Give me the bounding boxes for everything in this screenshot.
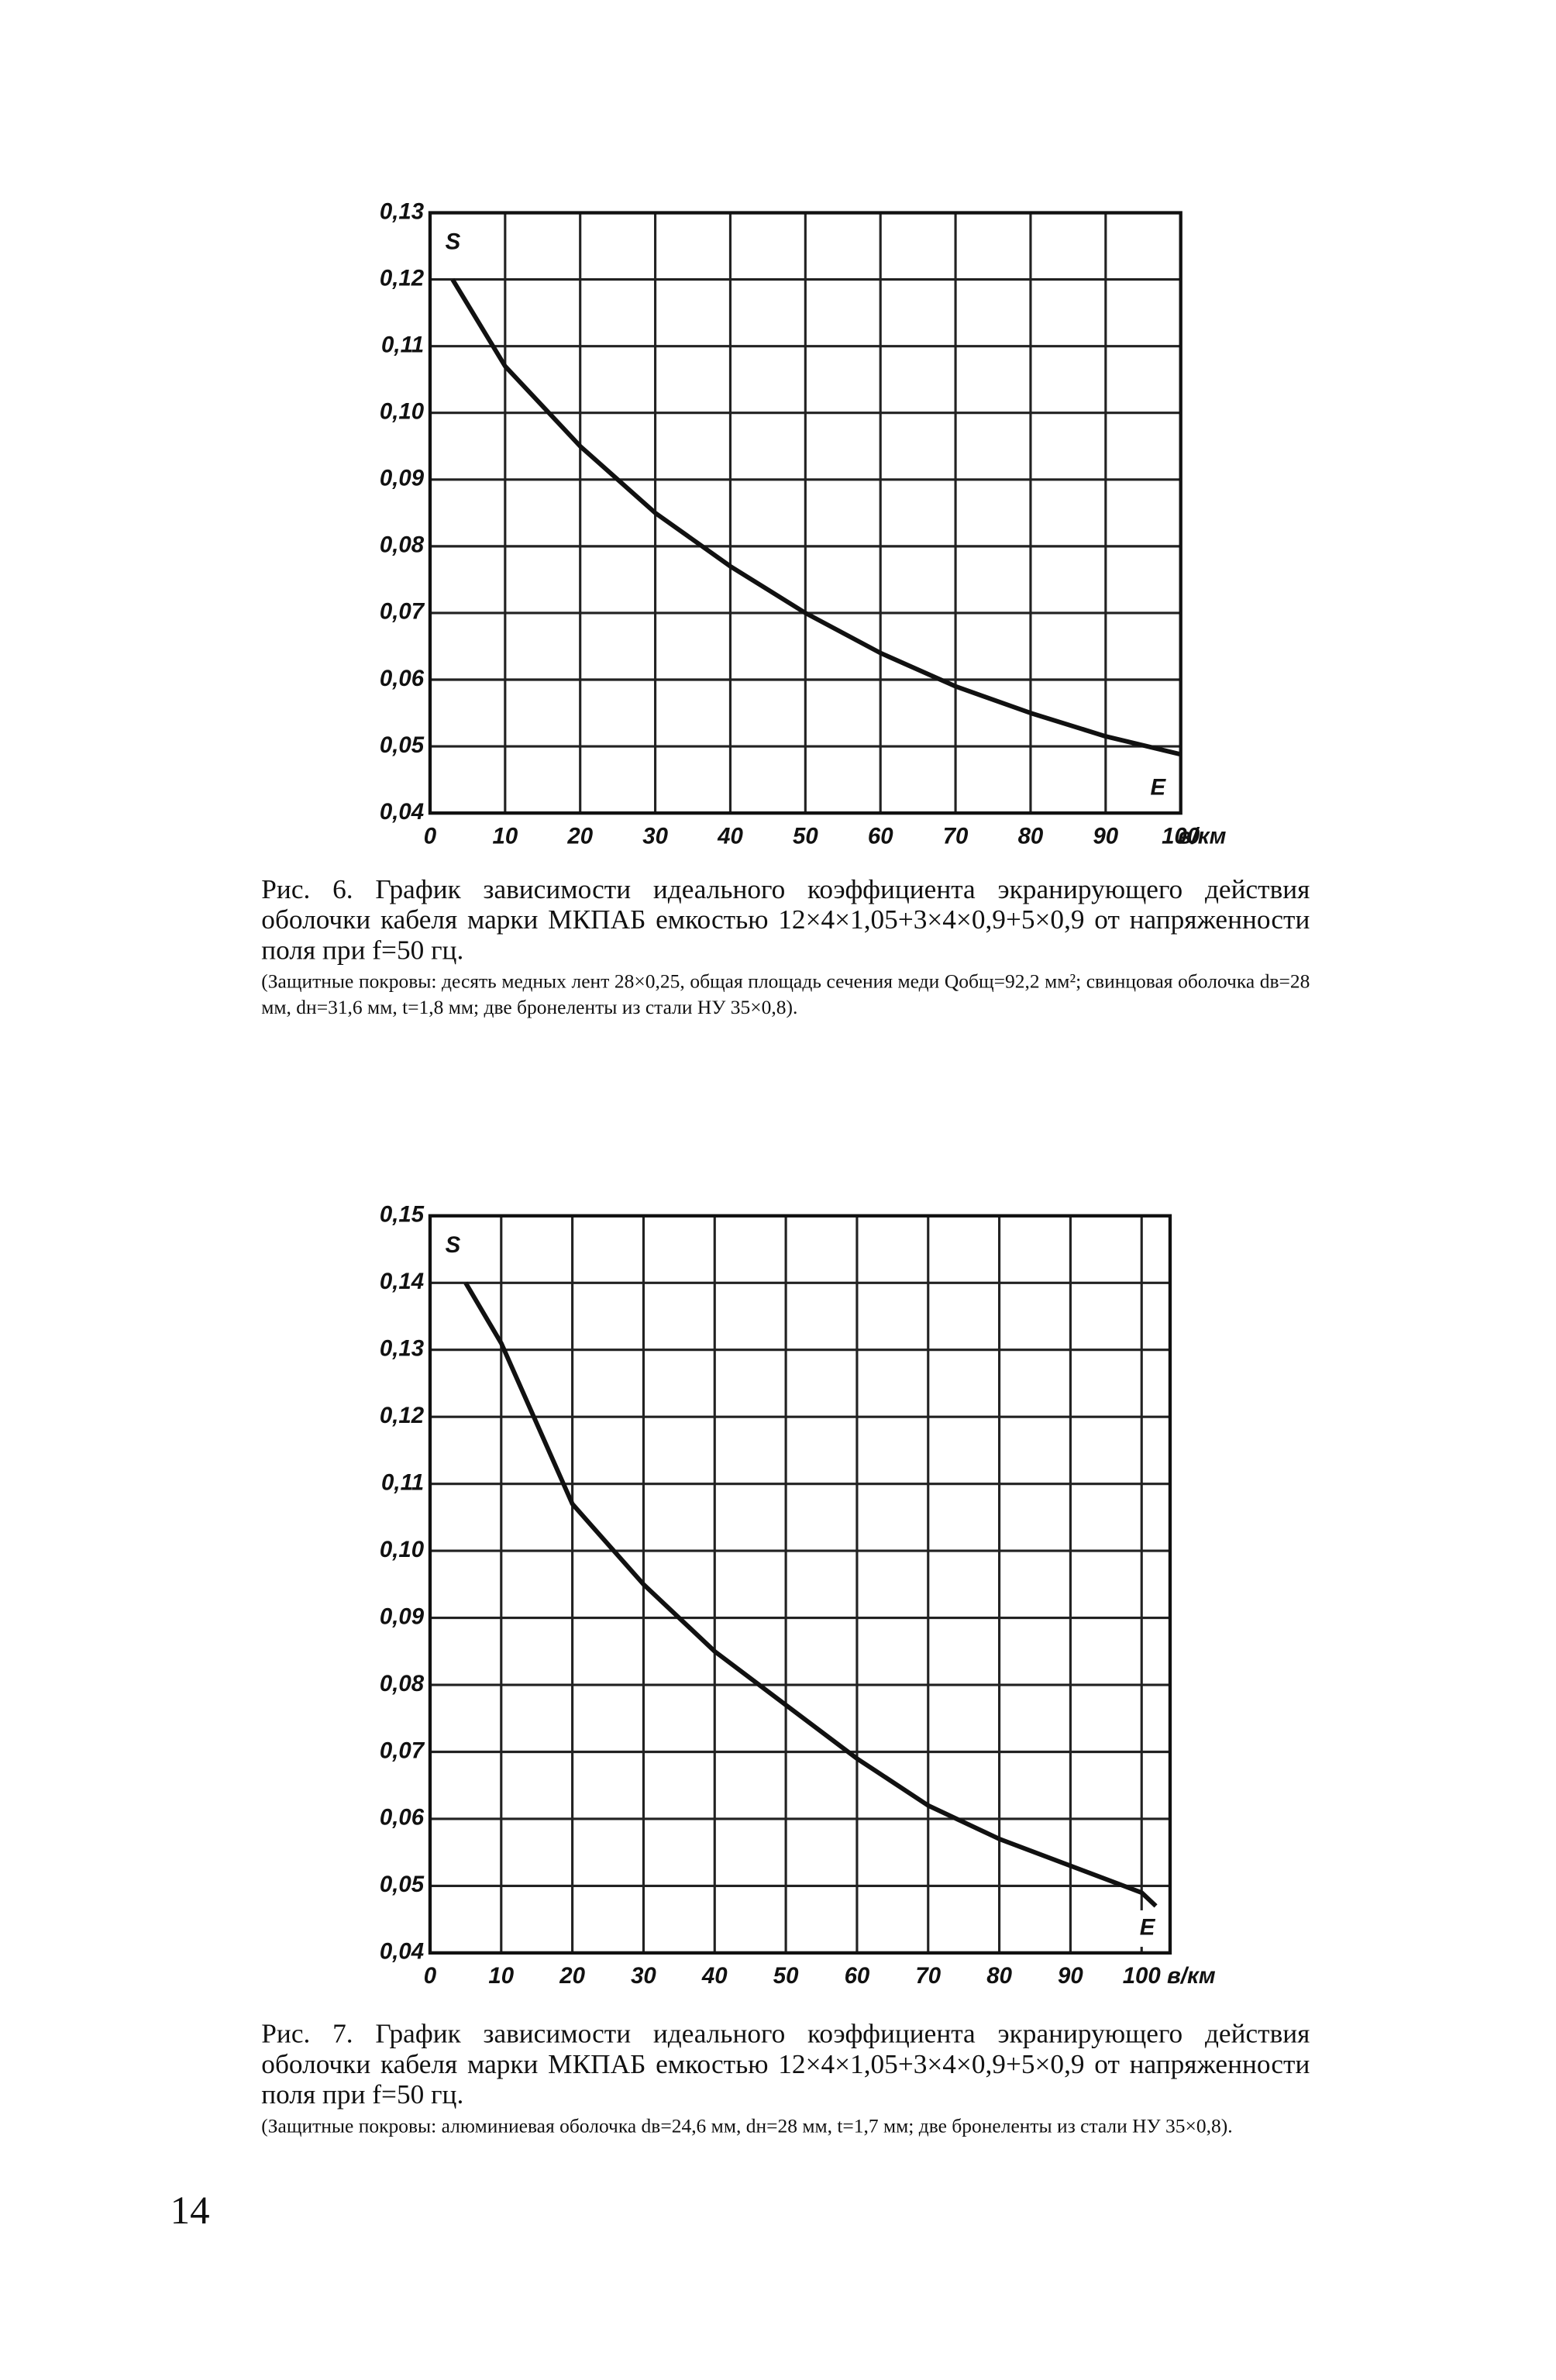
x-tick-label: 10 bbox=[492, 823, 518, 849]
x-unit: в/км bbox=[1167, 1963, 1216, 1989]
x-tick-label: 80 bbox=[986, 1963, 1012, 1989]
y-tick-label: 0,07 bbox=[380, 1738, 425, 1763]
y-tick-label: 0,05 bbox=[380, 1872, 425, 1897]
plot-frame bbox=[428, 1214, 1172, 1955]
x-tick-label: 90 bbox=[1058, 1963, 1083, 1989]
x-tick-label: 20 bbox=[559, 1963, 585, 1989]
caption: Рис. 6. График зависимости идеального ко… bbox=[261, 873, 1310, 966]
y-tick-label: 0,09 bbox=[380, 466, 425, 491]
y-tick-label: 0,08 bbox=[380, 1671, 425, 1696]
curve bbox=[450, 278, 1182, 757]
y-tick-label: 0,04 bbox=[380, 799, 424, 825]
x-tick-label: 10 bbox=[488, 1963, 514, 1989]
y-tick-label: 0,11 bbox=[381, 1469, 424, 1495]
x-tick-label: 30 bbox=[642, 823, 668, 849]
note: (Защитные покровы: алюминиевая оболочка … bbox=[261, 2113, 1233, 2137]
x-tick-label: 0 bbox=[424, 1963, 437, 1989]
x-tick-label: 100 bbox=[1123, 1963, 1162, 1989]
label-bg bbox=[435, 222, 470, 262]
y-label: S bbox=[446, 1232, 461, 1258]
x-label: E bbox=[1150, 775, 1166, 801]
x-tick-label: 80 bbox=[1018, 823, 1044, 849]
x-tick-label: 40 bbox=[701, 1963, 728, 1989]
curve bbox=[463, 1281, 1158, 1908]
y-tick-label: 0,10 bbox=[380, 399, 425, 425]
y-tick-label: 0,06 bbox=[380, 666, 425, 691]
x-tick-label: 60 bbox=[845, 1963, 870, 1989]
x-tick-label: 70 bbox=[943, 823, 969, 849]
y-tick-label: 0,13 bbox=[380, 1335, 425, 1361]
page-number: 14 bbox=[170, 2188, 210, 2233]
x-tick-label: 50 bbox=[793, 823, 818, 849]
note: (Защитные покровы: десять медных лент 28… bbox=[261, 970, 1310, 1018]
plot-frame bbox=[428, 211, 1182, 815]
y-tick-label: 0,05 bbox=[380, 732, 425, 758]
label-bg bbox=[1141, 770, 1175, 808]
label-bg bbox=[435, 1224, 470, 1265]
y-tick-label: 0,13 bbox=[380, 198, 425, 224]
y-tick-label: 0,08 bbox=[380, 532, 425, 558]
y-tick-label: 0,12 bbox=[380, 265, 425, 291]
caption: Рис. 7. График зависимости идеального ко… bbox=[261, 2018, 1310, 2110]
y-tick-label: 0,10 bbox=[380, 1537, 425, 1562]
y-tick-label: 0,09 bbox=[380, 1603, 425, 1629]
x-tick-label: 90 bbox=[1093, 823, 1118, 849]
y-tick-label: 0,12 bbox=[380, 1403, 425, 1428]
y-tick-label: 0,04 bbox=[380, 1939, 424, 1965]
label-bg bbox=[1130, 1910, 1165, 1948]
y-tick-label: 0,15 bbox=[380, 1202, 425, 1228]
x-tick-label: 100 bbox=[1162, 823, 1200, 849]
y-tick-label: 0,14 bbox=[380, 1269, 424, 1294]
x-unit: в/км bbox=[1178, 823, 1227, 849]
x-tick-label: 50 bbox=[773, 1963, 799, 1989]
y-tick-label: 0,11 bbox=[381, 332, 424, 357]
x-label: E bbox=[1140, 1914, 1156, 1940]
x-tick-label: 40 bbox=[717, 823, 743, 849]
x-tick-label: 0 bbox=[424, 823, 437, 849]
x-tick-label: 30 bbox=[631, 1963, 656, 1989]
x-tick-label: 60 bbox=[868, 823, 893, 849]
y-tick-label: 0,07 bbox=[380, 599, 425, 625]
x-tick-label: 70 bbox=[915, 1963, 941, 1989]
y-label: S bbox=[446, 229, 461, 255]
y-tick-label: 0,06 bbox=[380, 1805, 425, 1831]
x-tick-label: 20 bbox=[566, 823, 593, 849]
